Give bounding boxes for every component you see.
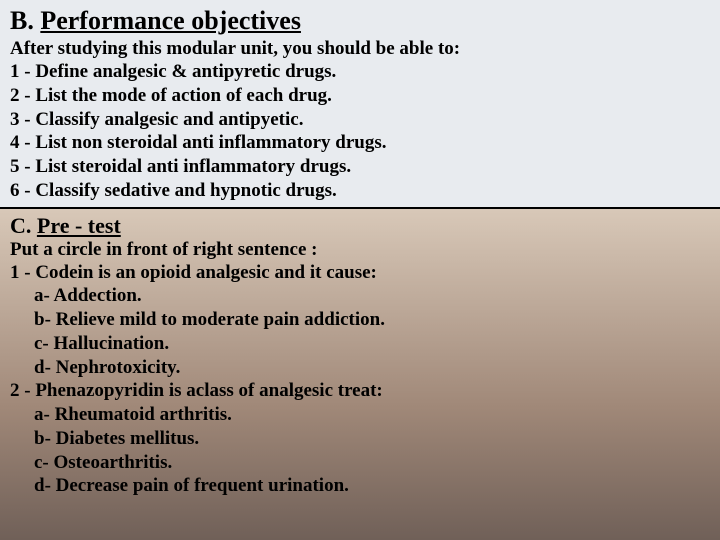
question-1-option: c- Hallucination. [34, 332, 710, 356]
question-1-option: a- Addection. [34, 284, 710, 308]
section-performance-objectives: B. Performance objectives After studying… [0, 0, 720, 209]
question-1-option: b- Relieve mild to moderate pain addicti… [34, 308, 710, 332]
question-2-option: d- Decrease pain of frequent urination. [34, 474, 710, 498]
question-1-stem: 1 - Codein is an opioid analgesic and it… [10, 261, 710, 285]
objective-item: 1 - Define analgesic & antipyretic drugs… [10, 60, 710, 84]
objective-item: 5 - List steroidal anti inflammatory dru… [10, 155, 710, 179]
section-c-prefix: C. [10, 213, 31, 238]
question-2-option: b- Diabetes mellitus. [34, 427, 710, 451]
section-b-prefix: B. [10, 6, 34, 35]
section-b-intro: After studying this modular unit, you sh… [10, 38, 710, 60]
question-2-option: c- Osteoarthritis. [34, 451, 710, 475]
section-c-intro: Put a circle in front of right sentence … [10, 239, 710, 261]
objective-item: 4 - List non steroidal anti inflammatory… [10, 131, 710, 155]
objective-item: 6 - Classify sedative and hypnotic drugs… [10, 179, 710, 203]
section-c-title: Pre - test [37, 213, 121, 238]
section-b-heading: B. Performance objectives [10, 6, 710, 36]
section-pre-test: C. Pre - test Put a circle in front of r… [0, 209, 720, 540]
section-c-heading: C. Pre - test [10, 213, 710, 239]
objective-item: 2 - List the mode of action of each drug… [10, 84, 710, 108]
question-1-option: d- Nephrotoxicity. [34, 356, 710, 380]
document-page: B. Performance objectives After studying… [0, 0, 720, 540]
section-b-title: Performance objectives [40, 6, 301, 35]
question-2-option: a- Rheumatoid arthritis. [34, 403, 710, 427]
objective-item: 3 - Classify analgesic and antipyetic. [10, 108, 710, 132]
question-2-stem: 2 - Phenazopyridin is aclass of analgesi… [10, 379, 710, 403]
